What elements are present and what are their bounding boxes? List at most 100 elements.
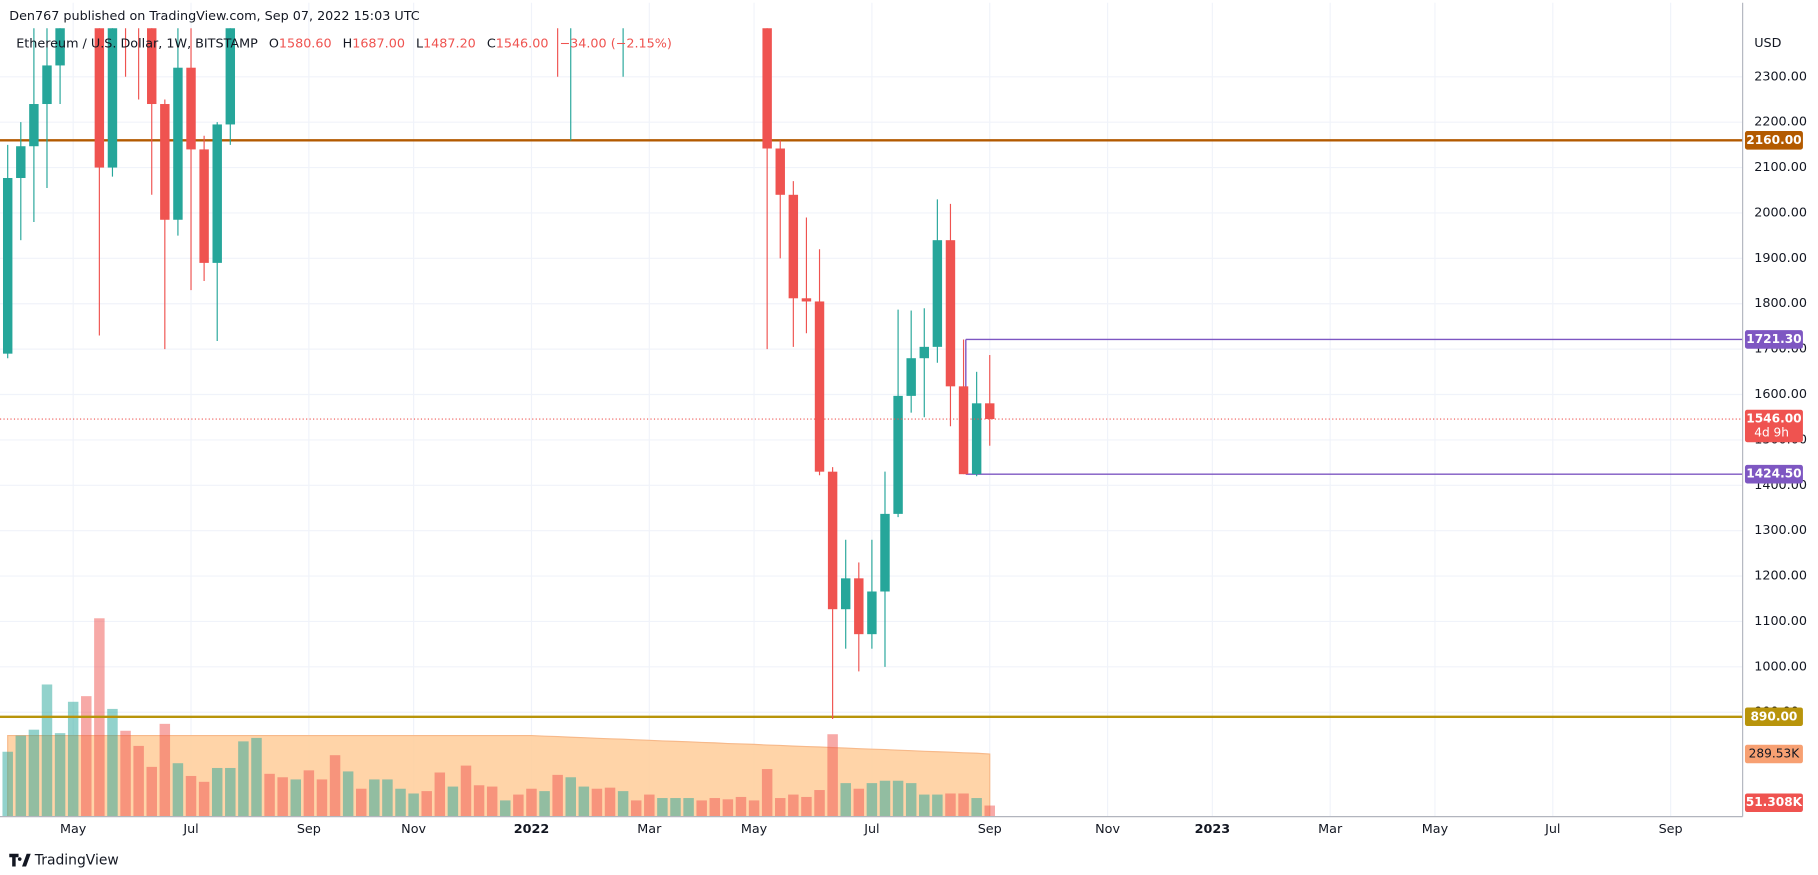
candle-body xyxy=(971,403,982,475)
x-tick-label: 2023 xyxy=(1195,822,1231,837)
candle-body xyxy=(212,124,222,263)
candle-body xyxy=(2,178,13,354)
candle-body xyxy=(814,301,825,472)
volume-bar xyxy=(945,793,956,817)
x-tick-label: Mar xyxy=(1318,822,1343,837)
candle-body xyxy=(94,28,105,168)
published-note: Den767 published on TradingView.com, Sep… xyxy=(9,9,419,24)
volume-bar xyxy=(447,786,459,817)
volume-bar xyxy=(971,798,982,817)
candle-body xyxy=(840,578,851,610)
candle-body xyxy=(919,346,929,359)
x-tick-label: Sep xyxy=(297,822,321,837)
level-badge-label: 1424.50 xyxy=(1746,467,1801,481)
volume-bar xyxy=(840,783,851,817)
x-tick-label: May xyxy=(60,822,87,837)
volume-bar xyxy=(827,734,838,817)
x-tick-label: Sep xyxy=(978,822,1002,837)
level-badge-label: 1721.30 xyxy=(1746,332,1801,346)
volume-bar xyxy=(382,779,393,817)
volume-bar xyxy=(225,767,236,817)
y-tick-label: 1900.00 xyxy=(1754,251,1807,266)
volume-bar xyxy=(238,741,249,817)
volume-bar xyxy=(539,791,550,817)
volume-bar xyxy=(421,791,432,817)
candle-body xyxy=(107,28,118,168)
volume-bar xyxy=(670,798,681,817)
volume-bar xyxy=(251,737,262,817)
candle-body xyxy=(42,65,52,105)
volume-bar xyxy=(578,786,590,817)
x-tick-label: May xyxy=(1422,822,1449,837)
level-badge-label: 890.00 xyxy=(1750,709,1797,723)
candle-body xyxy=(827,471,838,610)
volume-bar xyxy=(342,771,354,817)
candle-body xyxy=(958,386,969,475)
candle-body xyxy=(762,28,772,149)
volume-bar xyxy=(15,735,27,817)
time-axis: May Jul Sep Nov 2022 Mar May Jul Sep Nov 2023 Mar Ma… xyxy=(60,822,1683,837)
y-tick-label: 1300.00 xyxy=(1754,523,1807,538)
candle-body xyxy=(29,104,39,147)
candle-body xyxy=(199,149,209,263)
volume-bar xyxy=(919,794,930,817)
volume-bar xyxy=(604,787,616,817)
footer: TradingView xyxy=(9,853,119,869)
volume-badge xyxy=(1744,793,1803,812)
candle-body xyxy=(16,146,26,179)
volume-bar xyxy=(958,793,969,817)
volume-bar xyxy=(198,781,210,817)
volume-bar xyxy=(316,779,328,817)
volume-bar xyxy=(28,729,40,817)
level-badge xyxy=(1744,707,1803,727)
volume-bar xyxy=(657,798,668,817)
legend: Ethereum / U.S. Dollar, 1W, BITSTAMP O15… xyxy=(16,36,672,51)
candle-body xyxy=(788,194,799,299)
volume-bar xyxy=(513,794,524,817)
candle-body xyxy=(906,358,916,396)
candle-body xyxy=(225,28,236,125)
volume-bar xyxy=(107,708,118,817)
volume-bar xyxy=(683,798,694,817)
candle-body xyxy=(867,591,877,635)
volume-badge xyxy=(1744,744,1803,764)
legend-value: 1580.60 xyxy=(279,36,332,51)
level-badge xyxy=(1744,131,1803,150)
symbol: Ethereum / U.S. Dollar, 1W, BITSTAMP xyxy=(16,36,258,51)
volume-bar xyxy=(172,763,184,817)
volume-bar xyxy=(775,798,786,817)
countdown-label: 4d 9h xyxy=(1754,425,1789,439)
y-tick-label: 2100.00 xyxy=(1754,160,1807,175)
volume-bar xyxy=(369,779,380,817)
candle-body xyxy=(985,403,995,420)
candle-body xyxy=(880,513,890,592)
y-tick-label: 1200.00 xyxy=(1754,569,1807,584)
level-badge-label: 2160.00 xyxy=(1746,133,1801,147)
volume-badge-label: 51.308K xyxy=(1746,795,1803,809)
volume-bar xyxy=(696,800,707,817)
candle-body xyxy=(932,240,943,347)
level-badge xyxy=(1744,330,1803,349)
volume-bar xyxy=(722,799,734,817)
header: Den767 published on TradingView.com, Sep… xyxy=(9,9,672,51)
volume-bar xyxy=(356,788,367,817)
candle-body xyxy=(55,28,65,66)
volume-bar xyxy=(159,723,171,817)
volume-bar xyxy=(460,765,472,817)
volume-bar xyxy=(500,800,511,817)
volume-bar xyxy=(120,730,131,817)
volume-bar xyxy=(788,794,799,817)
last-price-badge xyxy=(1744,409,1803,443)
volume-bar xyxy=(67,701,79,817)
volume-bar xyxy=(630,800,642,817)
legend-key: L xyxy=(416,36,424,51)
volume-bar xyxy=(761,769,773,817)
plot-area xyxy=(0,28,1743,817)
volume-bar xyxy=(290,779,302,817)
y-tick-label: 1800.00 xyxy=(1754,296,1807,311)
volume-bar xyxy=(329,755,341,817)
volume-bar xyxy=(486,786,498,817)
